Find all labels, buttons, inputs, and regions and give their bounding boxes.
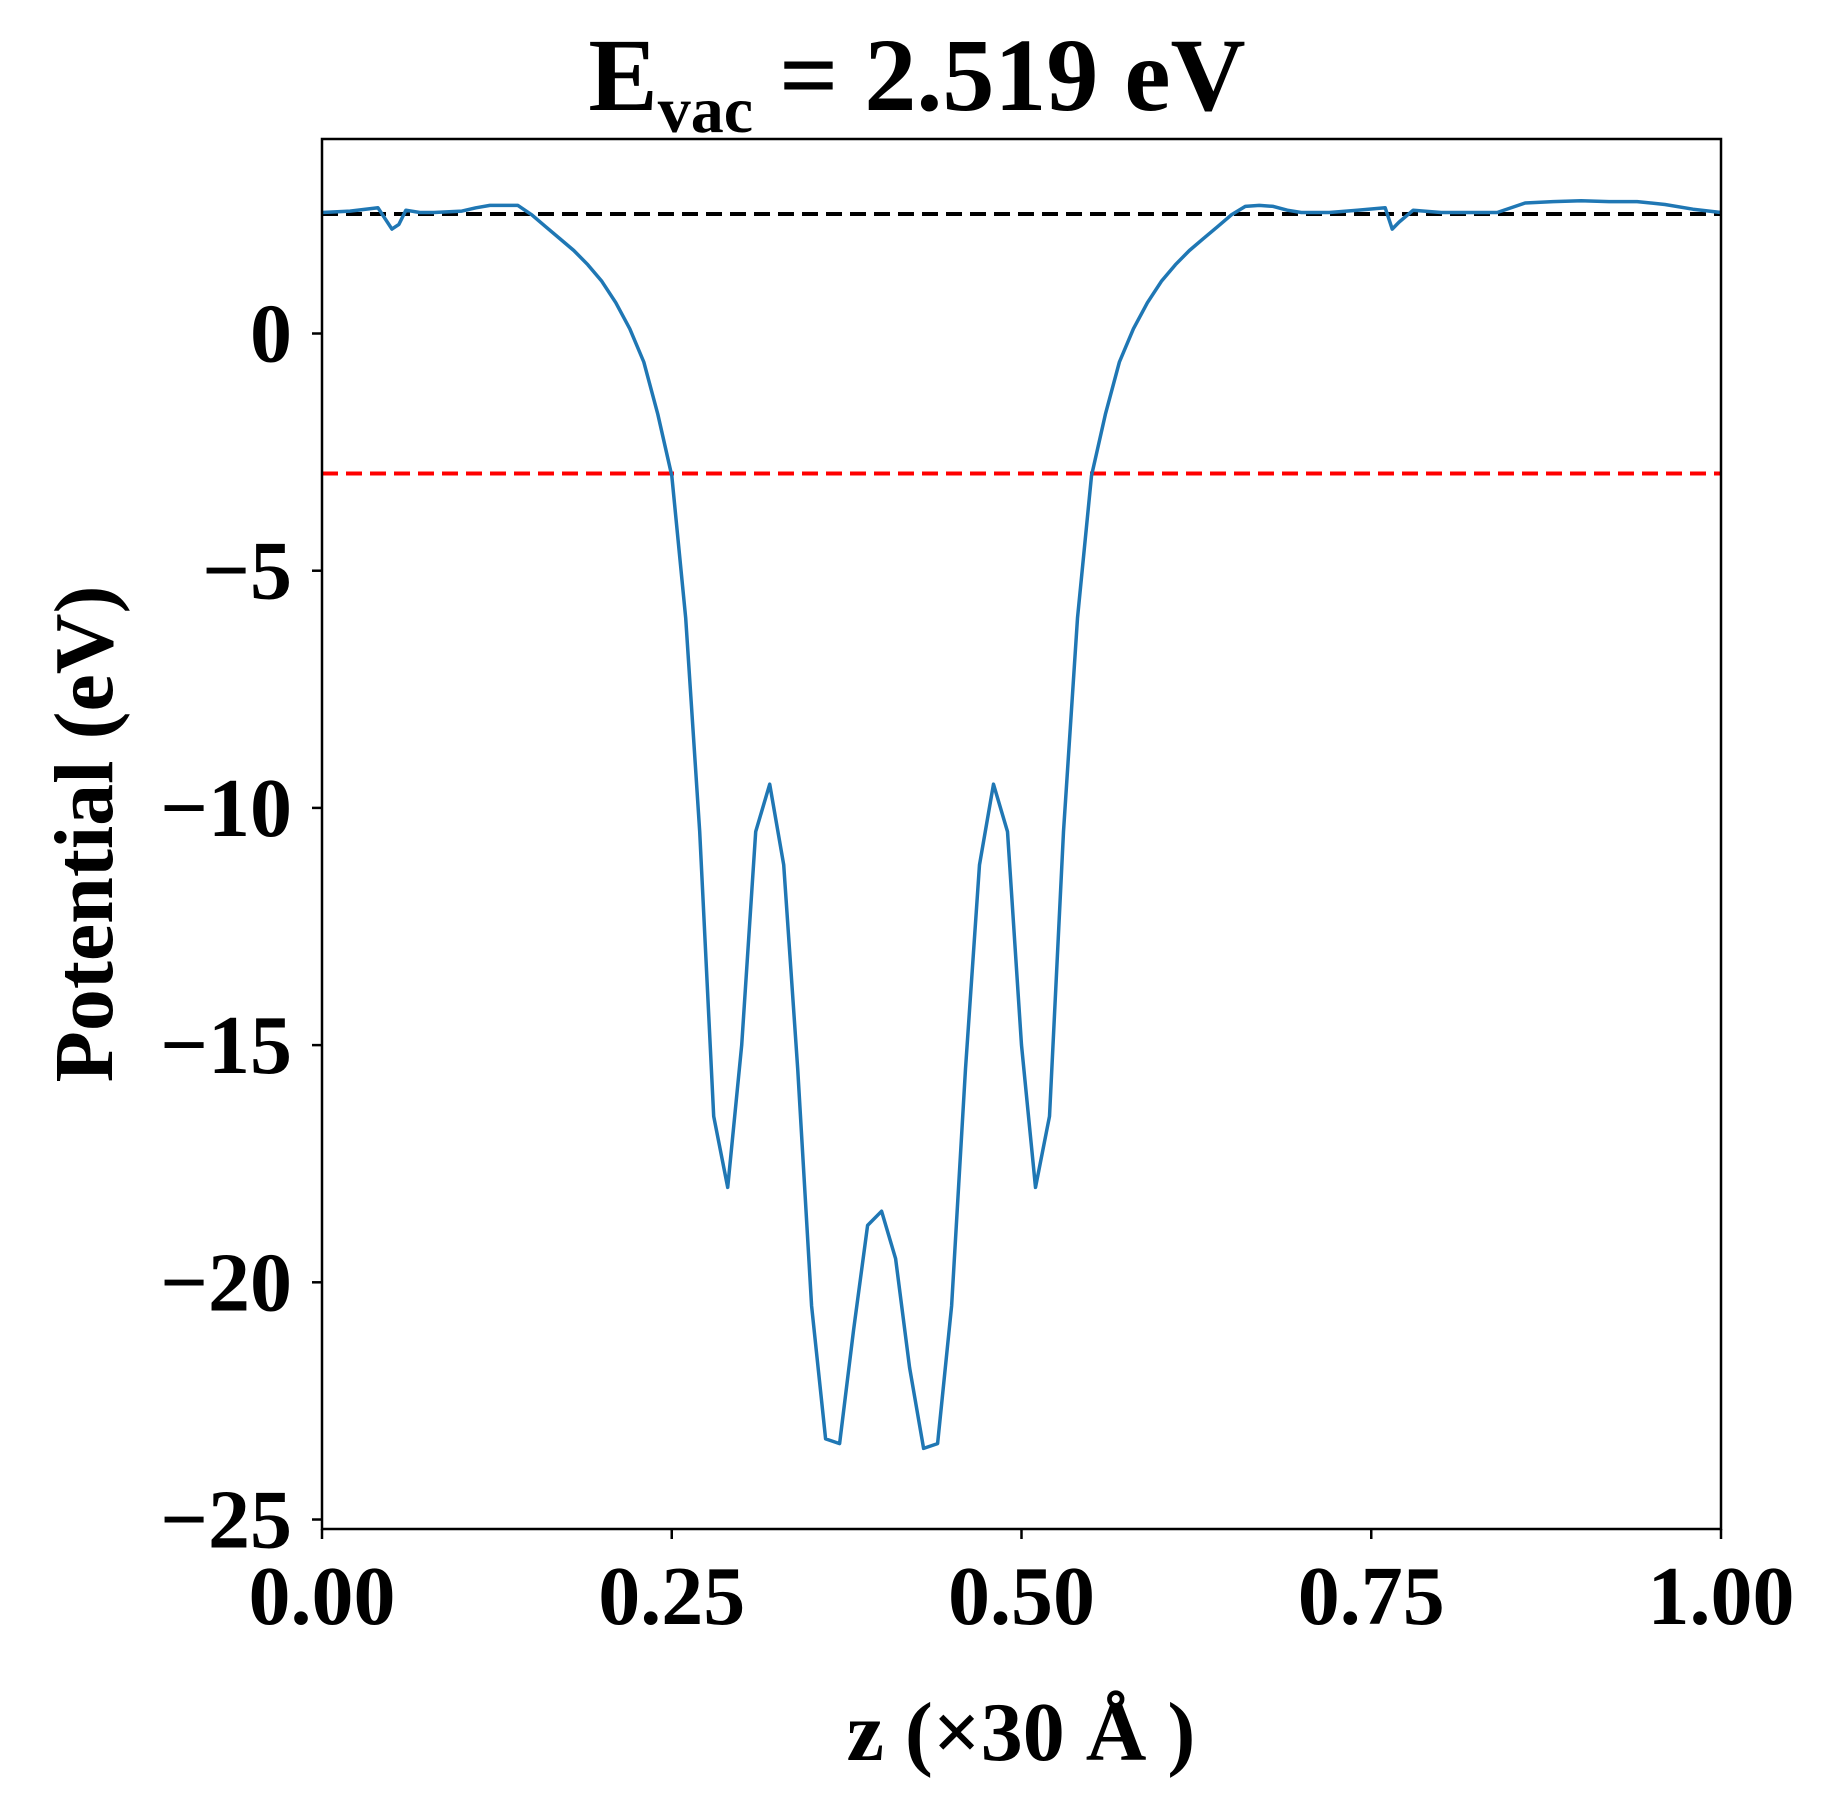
x-tick-label: 0.50 — [948, 1550, 1095, 1643]
y-tick-label: −25 — [160, 1474, 292, 1567]
series-group — [321, 198, 1722, 1451]
x-axis: 0.00 0.25 0.50 0.75 1.00 — [249, 1529, 1795, 1643]
x-tick-label: 0.75 — [1298, 1550, 1445, 1643]
y-axis-label: Potential (eV) — [38, 586, 131, 1083]
reference-lines — [322, 212, 1721, 476]
series-line-0 — [321, 198, 1722, 1451]
y-tick-label: −10 — [160, 762, 292, 855]
y-axis: 0 −5 −10 −15 −20 −25 — [160, 288, 322, 1567]
plot-frame — [320, 137, 1723, 1531]
chart-title-rest: = 2.519 eV — [753, 18, 1246, 133]
chart-title: Evac = 2.519 eV — [588, 18, 1245, 147]
chart-title-main: E — [588, 18, 657, 133]
chart-title-subscript: vac — [658, 74, 753, 147]
y-tick-label: −20 — [160, 1236, 292, 1329]
x-tick-label: 0.00 — [249, 1550, 396, 1643]
y-tick-label: 0 — [250, 288, 292, 381]
x-tick-label: 1.00 — [1648, 1550, 1795, 1643]
y-tick-label: −15 — [160, 999, 292, 1092]
x-axis-label: z (×30 Å ) — [847, 1686, 1196, 1779]
y-tick-label: −5 — [202, 525, 292, 618]
x-tick-label: 0.25 — [598, 1550, 745, 1643]
